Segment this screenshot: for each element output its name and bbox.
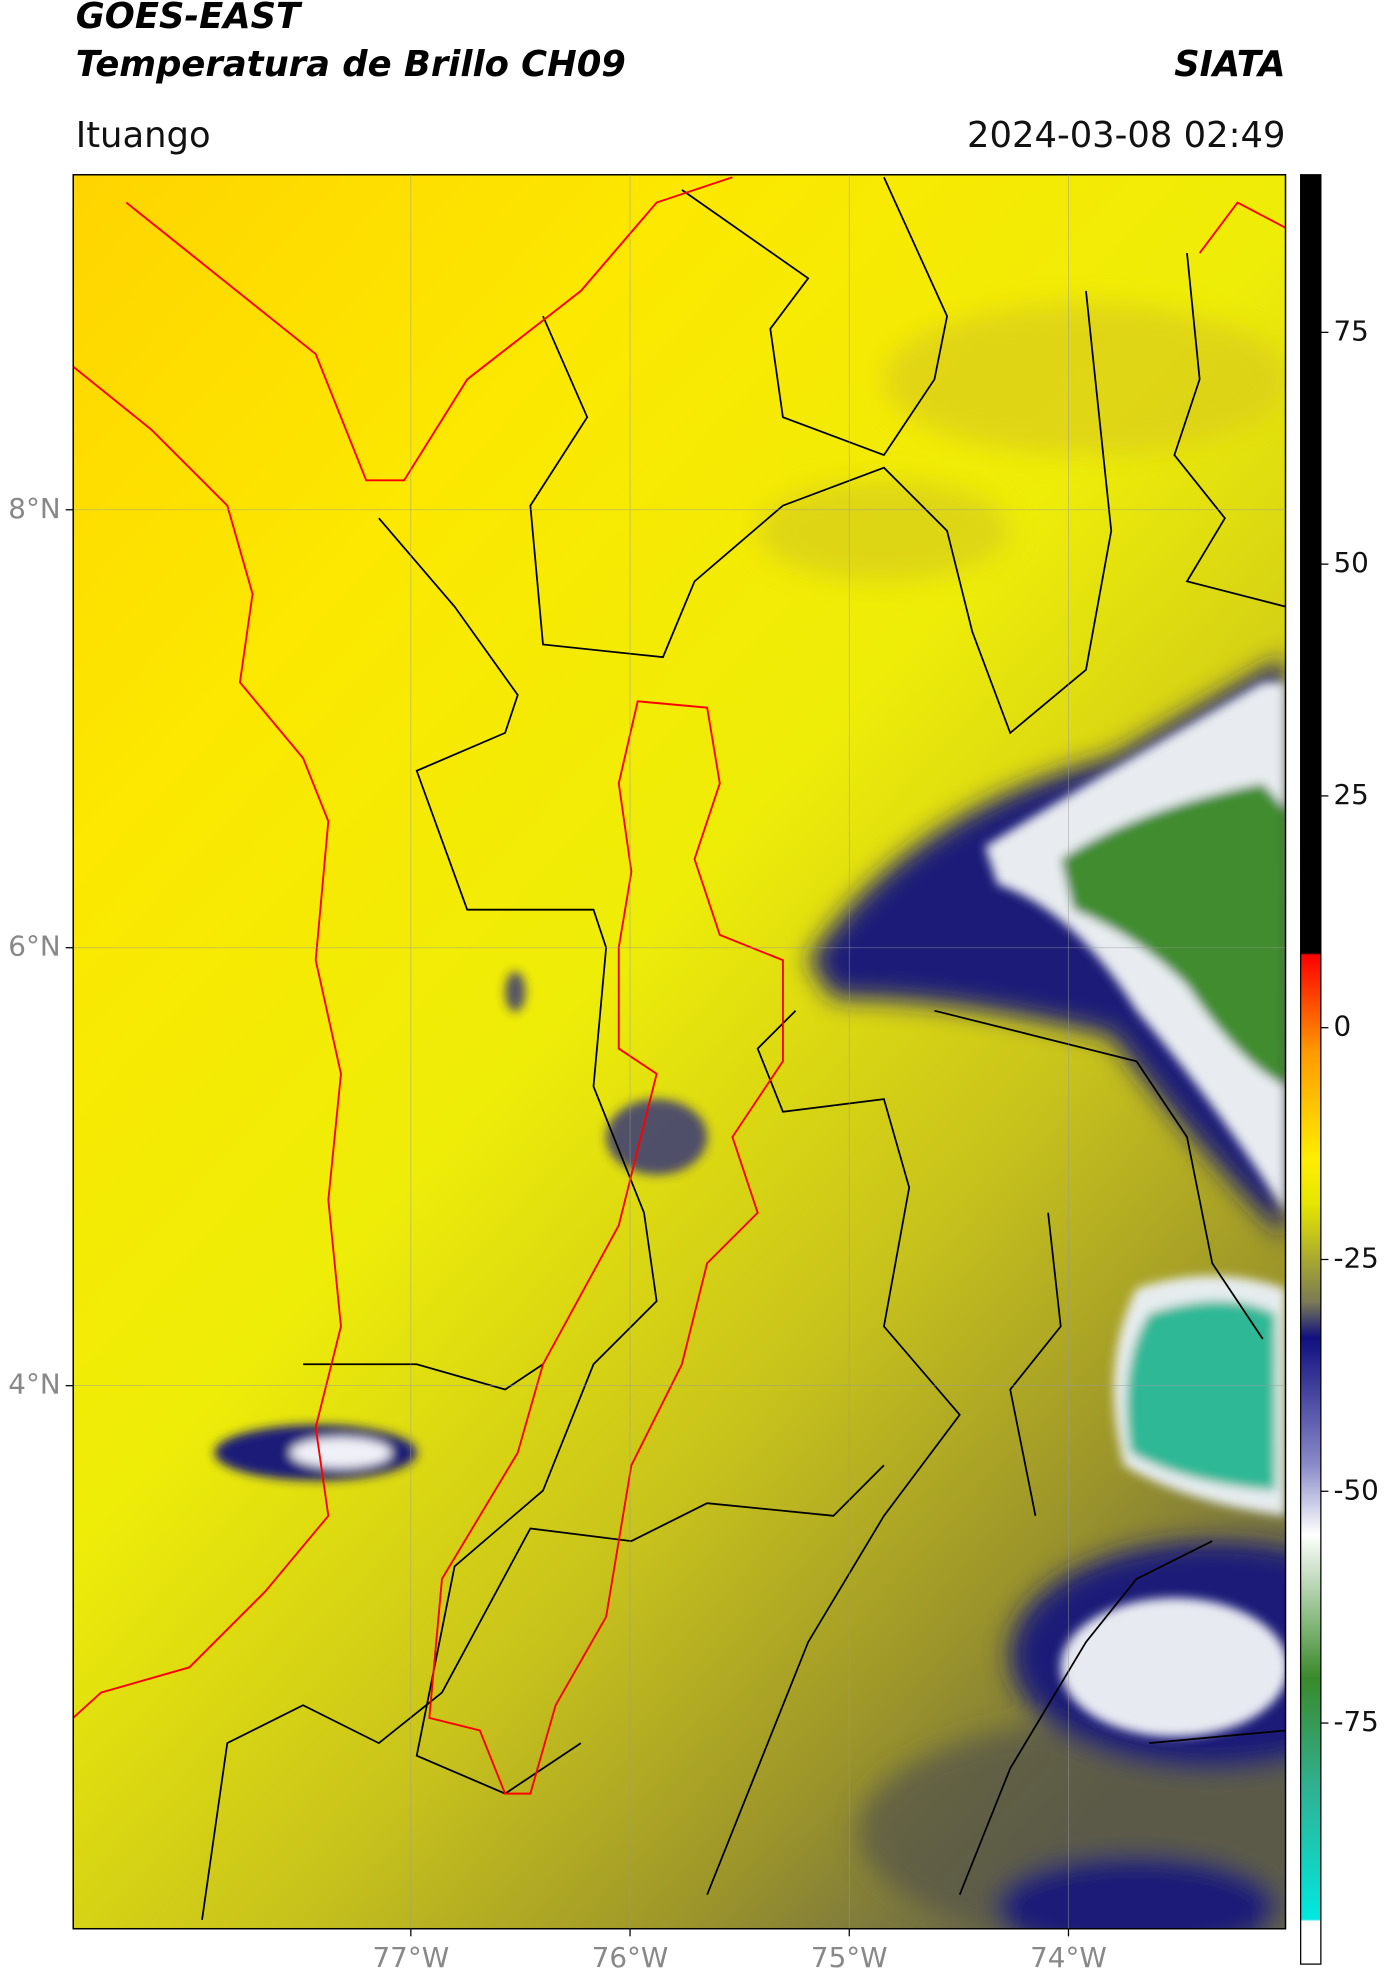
colorbar-tick-label: 25	[1333, 778, 1368, 811]
x-tick-label: 77°W	[372, 1941, 449, 1974]
colorbar-tick-label: 75	[1333, 314, 1368, 347]
x-tick-label: 74°W	[1030, 1941, 1107, 1974]
y-tick-label: 4°N	[8, 1368, 60, 1401]
datetime: 2024-03-08 02:49	[967, 115, 1286, 156]
map-image	[73, 174, 1286, 1929]
x-tick-label: 76°W	[592, 1941, 669, 1974]
subtitle: Temperatura de Brillo CH09	[76, 44, 626, 85]
colorbar-tick-label: -25	[1333, 1241, 1378, 1274]
title: GOES-EAST	[76, 0, 303, 37]
source: SIATA	[1174, 44, 1285, 85]
x-tick-label: 75°W	[811, 1941, 888, 1974]
map-frame	[72, 173, 1287, 1930]
colorbar-tick-label: -50	[1333, 1473, 1378, 1506]
y-tick-label: 6°N	[8, 930, 60, 963]
colorbar-tick-label: 0	[1333, 1010, 1351, 1043]
y-tick-label: 8°N	[8, 492, 60, 525]
grid	[73, 174, 1286, 1929]
colorbar-tick-label: 50	[1333, 546, 1368, 579]
location: Ituango	[76, 115, 211, 156]
colorbar	[1300, 174, 1322, 1965]
colorbar-tick-label: -75	[1333, 1705, 1378, 1738]
